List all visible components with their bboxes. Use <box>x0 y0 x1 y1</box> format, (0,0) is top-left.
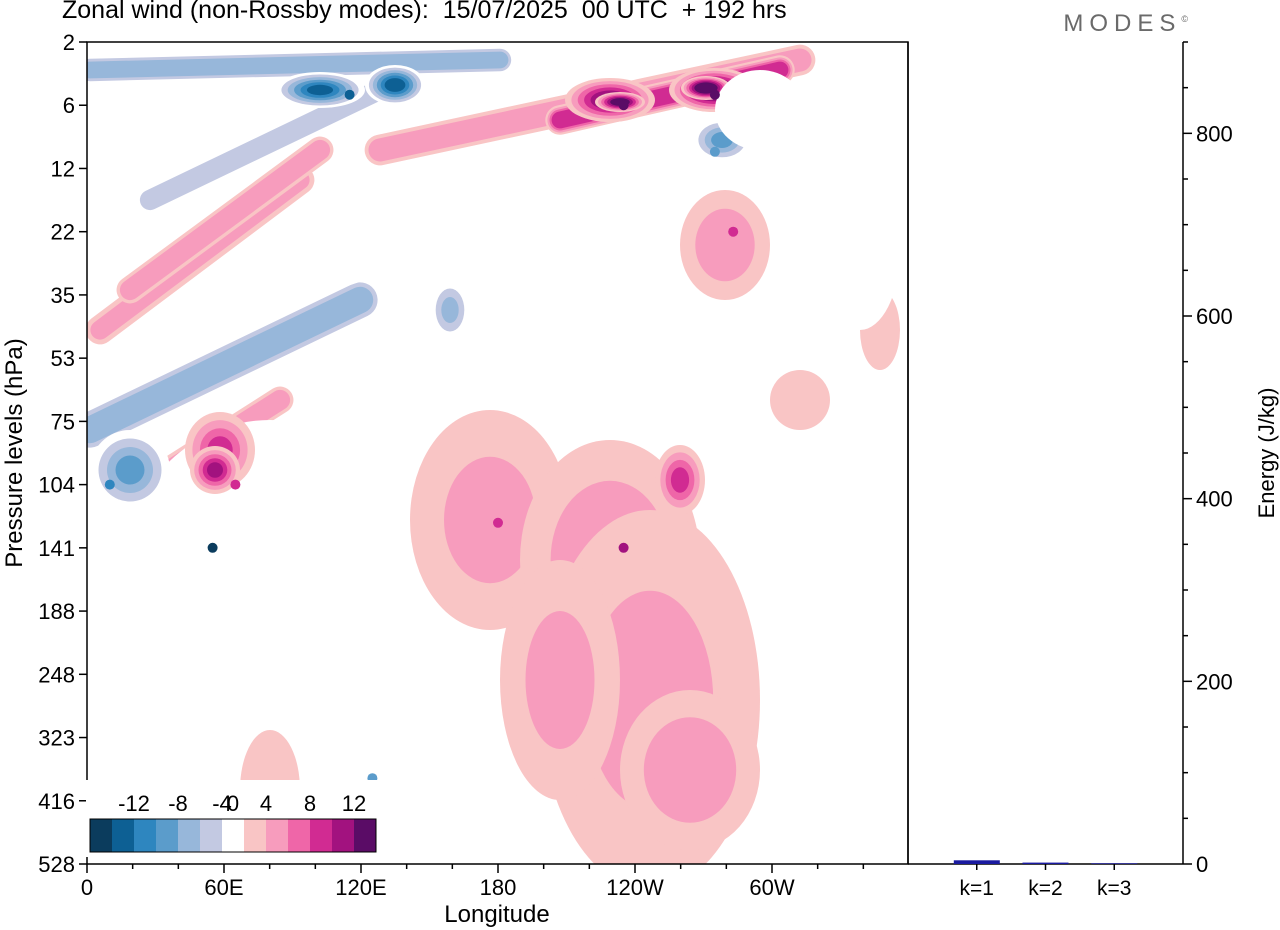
contour-blob <box>444 456 536 584</box>
feature-peak <box>230 479 241 490</box>
colorbar-swatch <box>200 819 222 852</box>
y-tick-label: 22 <box>51 220 75 245</box>
contour-band <box>139 69 411 211</box>
energy-tick-label: 600 <box>1196 304 1233 329</box>
logo-text: MODES <box>1063 10 1182 37</box>
feature-peak <box>618 542 629 553</box>
feature-peak <box>104 479 115 490</box>
contour-blob <box>699 84 713 92</box>
contour-blob <box>207 462 223 478</box>
colorbar-tick-label: -8 <box>168 791 188 816</box>
contour-blob <box>770 370 830 430</box>
contour-blob <box>384 78 406 92</box>
colorbar-swatch <box>134 819 156 852</box>
colorbar-tick-label: -12 <box>118 791 150 816</box>
energy-axes: 0 200 400 600 800 k=1 k=2 k=3 <box>907 41 1233 900</box>
contour-field <box>87 44 900 864</box>
colorbar-tick-label: 8 <box>304 791 316 816</box>
colorbar-frame <box>89 818 377 853</box>
colorbar-swatch <box>156 819 178 852</box>
colorbar-swatch <box>222 819 244 852</box>
y-tick-label: 2 <box>63 30 75 55</box>
colorbar: -12 -8 -40 4 8 12 <box>86 780 380 857</box>
colorbar-swatch <box>178 819 200 852</box>
x-tick-label: 60W <box>749 875 794 900</box>
feature-peak <box>207 542 218 553</box>
feature-peak <box>344 89 355 100</box>
colorbar-swatch <box>288 819 310 852</box>
y-tick-label: 53 <box>51 346 75 371</box>
contour-blob <box>441 297 459 323</box>
energy-category-label: k=1 <box>960 877 994 900</box>
energy-bar <box>1091 863 1138 864</box>
feature-peak <box>709 146 720 157</box>
energy-tick-label: 200 <box>1196 669 1233 694</box>
y-axis-label: Pressure levels (hPa) <box>1 338 28 567</box>
x-tick-label: 0 <box>81 875 93 900</box>
feature-peak <box>618 100 629 111</box>
colorbar-swatch <box>354 819 376 852</box>
contour-blob <box>643 717 737 823</box>
y-tick-label: 416 <box>38 789 75 814</box>
contour-blob <box>860 650 900 790</box>
contour-blob <box>670 467 690 493</box>
energy-bar <box>953 860 1000 864</box>
y-tick-label: 6 <box>63 93 75 118</box>
y-tick-label: 75 <box>51 409 75 434</box>
x-tick-label: 120E <box>335 875 386 900</box>
feature-peak <box>728 226 739 237</box>
x-axis-label: Longitude <box>444 901 549 928</box>
colorbar-swatch <box>112 819 134 852</box>
y-tick-label: 323 <box>38 726 75 751</box>
colorbar-swatch <box>332 819 354 852</box>
contour-blob <box>115 455 145 485</box>
contour-blob <box>715 70 805 150</box>
energy-tick-label: 400 <box>1196 487 1233 512</box>
contour-band <box>87 51 509 79</box>
y-tick-label: 104 <box>38 473 75 498</box>
feature-peak <box>493 517 503 528</box>
contour-band <box>119 139 331 301</box>
colorbar-tick-label: 0 <box>227 791 239 816</box>
energy-tick-label: 0 <box>1196 852 1208 877</box>
contour-blob <box>820 170 900 330</box>
y-tick-label: 248 <box>38 662 75 687</box>
colorbar-swatch <box>244 819 266 852</box>
chart-title: Zonal wind (non-Rossby modes): 15/07/202… <box>62 0 787 24</box>
logo-mark: © <box>1181 14 1188 24</box>
modes-logo: MODES© <box>1063 10 1188 38</box>
contour-blob <box>525 611 595 749</box>
colorbar-tick-label: 12 <box>342 791 366 816</box>
colorbar-tick-label: -4 <box>212 791 232 816</box>
energy-bar <box>1022 862 1069 864</box>
y-tick-label: 12 <box>51 156 75 181</box>
energy-tick-label: 800 <box>1196 121 1233 146</box>
energy-axis-label: Energy (J/kg) <box>1254 388 1279 519</box>
y-tick-label: 528 <box>38 852 75 877</box>
y-tick-label: 188 <box>38 599 75 624</box>
colorbar-tick-label: 4 <box>260 791 272 816</box>
contour-band <box>87 286 374 444</box>
contour-band <box>288 238 432 302</box>
y-tick-label: 35 <box>51 283 75 308</box>
energy-category-label: k=3 <box>1097 877 1131 900</box>
x-tick-label: 180 <box>480 875 517 900</box>
x-tick-label: 120W <box>606 875 664 900</box>
colorbar-swatch <box>266 819 288 852</box>
contour-blob <box>695 208 755 282</box>
energy-category-label: k=2 <box>1028 877 1062 900</box>
colorbar-swatch <box>90 819 112 852</box>
y-tick-label: 141 <box>38 536 75 561</box>
feature-peak <box>709 89 720 100</box>
colorbar-swatch <box>310 819 332 852</box>
x-tick-label: 60E <box>204 875 243 900</box>
contour-blob <box>805 620 855 740</box>
contour-blob <box>306 84 334 96</box>
